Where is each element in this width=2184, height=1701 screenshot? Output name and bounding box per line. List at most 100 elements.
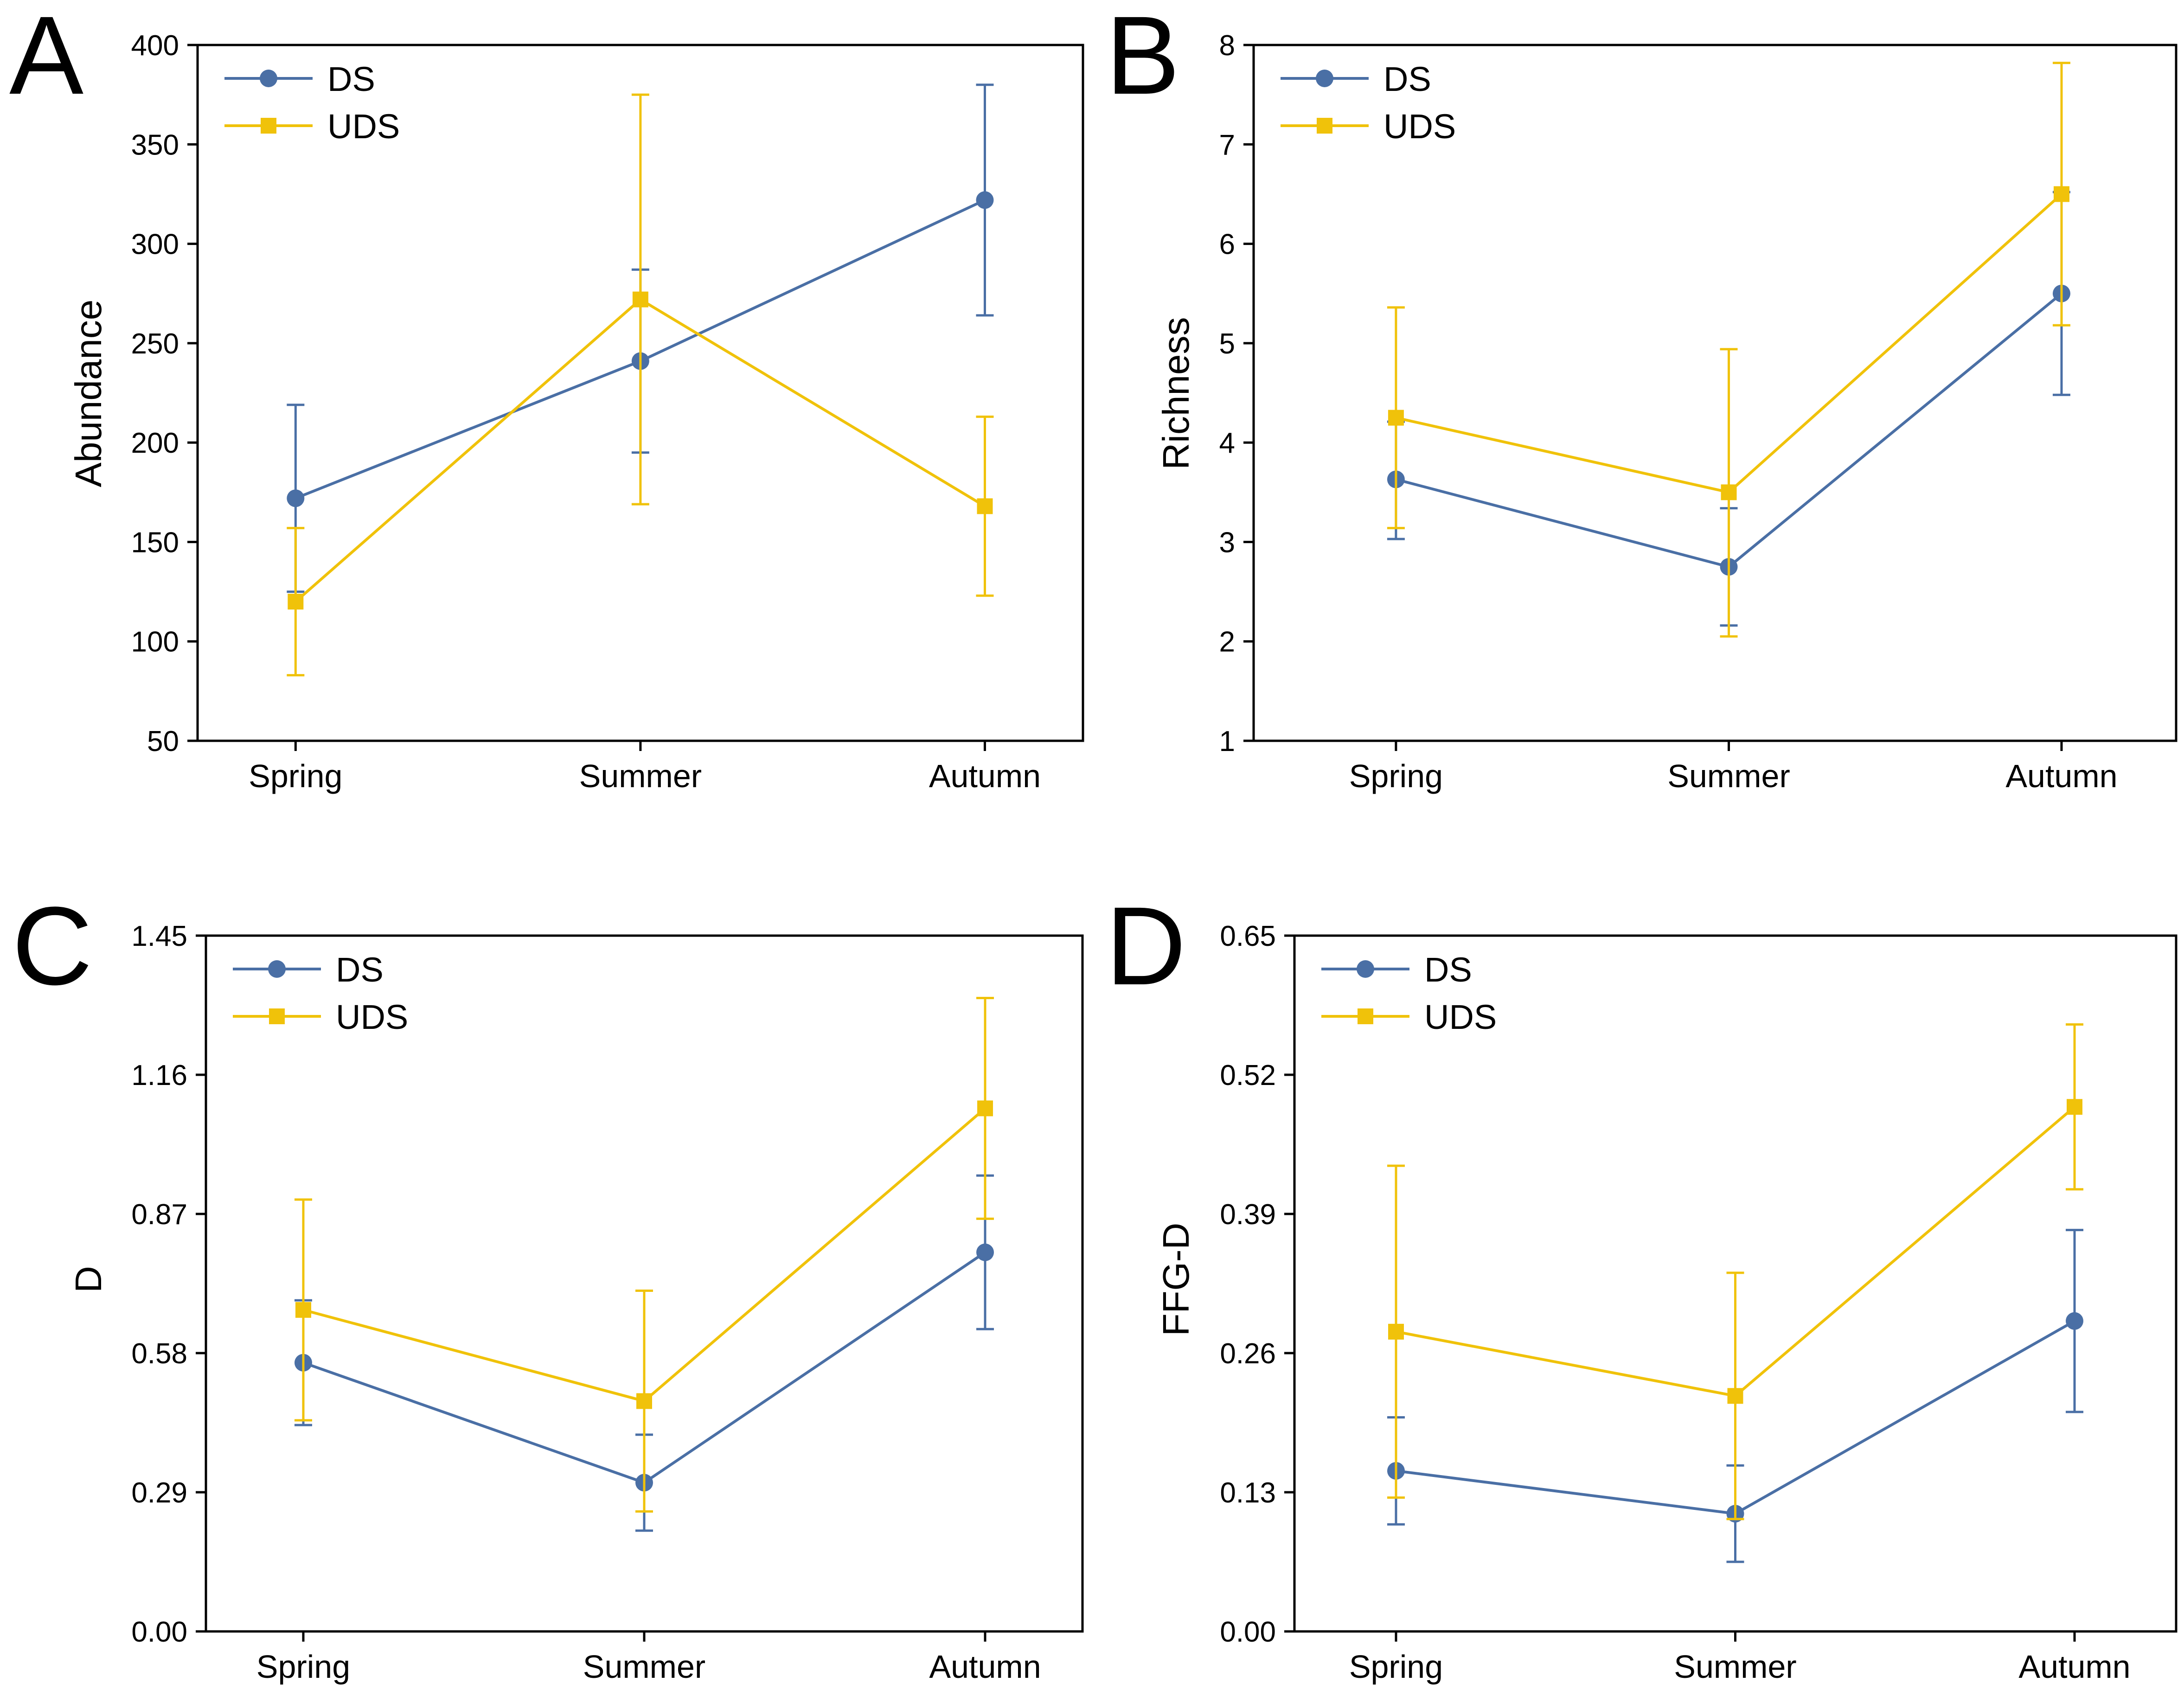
y-tick-label: 5 (1219, 328, 1235, 360)
panel-label-a: A (9, 0, 83, 117)
legend-label-ds: DS (336, 950, 384, 989)
panel-label-c: C (12, 884, 92, 1008)
data-point-ds (287, 489, 305, 507)
y-tick-label: 0.13 (1220, 1477, 1276, 1509)
legend-b: DS UDS (1281, 60, 1456, 146)
x-tick-label: Autumn (2005, 758, 2117, 794)
data-point-uds (977, 498, 993, 514)
y-tick-label: 3 (1219, 526, 1235, 558)
y-tick-label: 7 (1219, 129, 1235, 161)
y-tick-label: 0.39 (1220, 1199, 1276, 1231)
data-point-uds (636, 1393, 652, 1409)
y-tick-label: 8 (1219, 30, 1235, 62)
data-point-ds (2066, 1312, 2084, 1330)
data-point-uds (1721, 484, 1737, 501)
legend-d: DS UDS (1321, 950, 1497, 1036)
data-point-uds (288, 594, 304, 610)
legend-marker-ds (1357, 960, 1374, 978)
x-axis-a: Spring Summer Autumn (249, 741, 1041, 794)
plot-frame-d (1293, 934, 2178, 1633)
y-tick-label: 400 (131, 30, 179, 62)
y-tick-label: 0.29 (131, 1477, 187, 1509)
panel-a: A Abundance 50 100 150 200 250 300 350 400 Spri… (9, 0, 1084, 794)
data-point-uds (1388, 410, 1404, 426)
panel-b: B Richness 1 2 3 4 5 6 7 8 Spring Summer Autumn D… (1106, 0, 2178, 794)
y-tick-label: 150 (131, 526, 179, 558)
data-point-uds (1727, 1388, 1743, 1404)
y-tick-label: 0.00 (1220, 1616, 1276, 1648)
data-point-uds (1388, 1323, 1404, 1340)
data-point-ds (976, 1243, 994, 1261)
x-tick-label: Summer (579, 758, 702, 794)
legend-label-ds: DS (1424, 950, 1472, 989)
legend-a: DS UDS (224, 60, 400, 146)
y-tick-label: 200 (131, 427, 179, 459)
legend-label-uds: UDS (1424, 998, 1497, 1036)
panel-d: D FFG-D 0.000.130.260.390.520.65 Spring S… (1106, 884, 2178, 1685)
legend-marker-uds (261, 118, 276, 134)
y-axis-title-d: FFG-D (1155, 1223, 1197, 1336)
x-tick-label: Spring (1349, 1649, 1443, 1685)
y-axis-d: 0.00 0.13 0.26 0.39 0.52 0.65 (1220, 920, 1294, 1648)
y-axis-title-a: Abundance (68, 300, 109, 488)
plot-frame-a (196, 44, 1084, 742)
y-tick-label: 0.00 (131, 1616, 187, 1648)
data-point-uds (295, 1302, 311, 1318)
x-tick-label: Autumn (929, 758, 1041, 794)
data-point-uds (2067, 1099, 2083, 1115)
plot-area-a (287, 83, 994, 677)
data-point-ds (976, 191, 994, 209)
legend-marker-uds (1358, 1008, 1373, 1024)
y-axis-title-c: D (68, 1266, 109, 1293)
panel-label-d: D (1106, 884, 1186, 1008)
y-tick-label: 250 (131, 328, 179, 360)
legend-label-ds: DS (1383, 60, 1431, 98)
x-tick-label: Spring (249, 758, 342, 794)
plot-area-c (294, 996, 994, 1532)
legend-label-uds: UDS (327, 107, 400, 146)
panel-label-b: B (1106, 0, 1180, 117)
y-tick-label: 50 (147, 725, 179, 757)
y-tick-label: 0.65 (1220, 920, 1276, 952)
y-tick-label: 100 (131, 626, 179, 658)
plot-frame-c (205, 934, 1084, 1633)
x-axis-c: Spring Summer Autumn (256, 1631, 1041, 1685)
y-tick-label: 1.16 (131, 1059, 187, 1091)
plot-frame-b (1252, 44, 2178, 742)
y-axis-b: 1 2 3 4 5 6 7 8 (1219, 30, 1254, 757)
x-tick-label: Summer (1667, 758, 1790, 794)
y-axis-c: 0.00 0.29 0.58 0.87 1.16 1.45 (131, 920, 206, 1648)
y-tick-label: 1 (1219, 725, 1235, 757)
x-axis-d: Spring Summer Autumn (1349, 1631, 2131, 1685)
legend-c: DS UDS (233, 950, 408, 1036)
y-tick-label: 6 (1219, 229, 1235, 261)
plot-area-b (1387, 62, 2070, 638)
legend-marker-uds (1317, 118, 1332, 134)
x-tick-label: Autumn (929, 1649, 1041, 1685)
legend-marker-uds (269, 1008, 285, 1024)
y-tick-label: 300 (131, 229, 179, 261)
y-axis-title-b: Richness (1155, 317, 1197, 469)
legend-label-ds: DS (327, 60, 375, 98)
data-point-uds (977, 1100, 993, 1117)
y-tick-label: 4 (1219, 427, 1235, 459)
x-tick-label: Spring (256, 1649, 350, 1685)
panel-c: C D 0.00 0.29 0.58 0.87 1.16 1.45 Spring Summe… (12, 884, 1084, 1685)
legend-marker-ds (260, 70, 277, 87)
y-tick-label: 0.58 (131, 1338, 187, 1370)
x-tick-label: Summer (1674, 1649, 1796, 1685)
y-tick-label: 0.26 (1220, 1338, 1276, 1370)
y-tick-label: 350 (131, 129, 179, 161)
y-tick-label: 0.87 (131, 1199, 187, 1231)
x-axis-b: Spring Summer Autumn (1349, 741, 2118, 794)
legend-label-uds: UDS (1383, 107, 1456, 146)
y-tick-label: 1.45 (131, 920, 187, 952)
x-tick-label: Summer (583, 1649, 705, 1685)
x-tick-label: Autumn (2018, 1649, 2130, 1685)
legend-marker-ds (268, 960, 286, 978)
plot-area-d (1387, 1023, 2084, 1563)
legend-marker-ds (1316, 70, 1333, 87)
data-point-uds (2053, 186, 2069, 202)
y-axis-a: 50 100 150 200 250 300 350 400 (131, 30, 198, 757)
